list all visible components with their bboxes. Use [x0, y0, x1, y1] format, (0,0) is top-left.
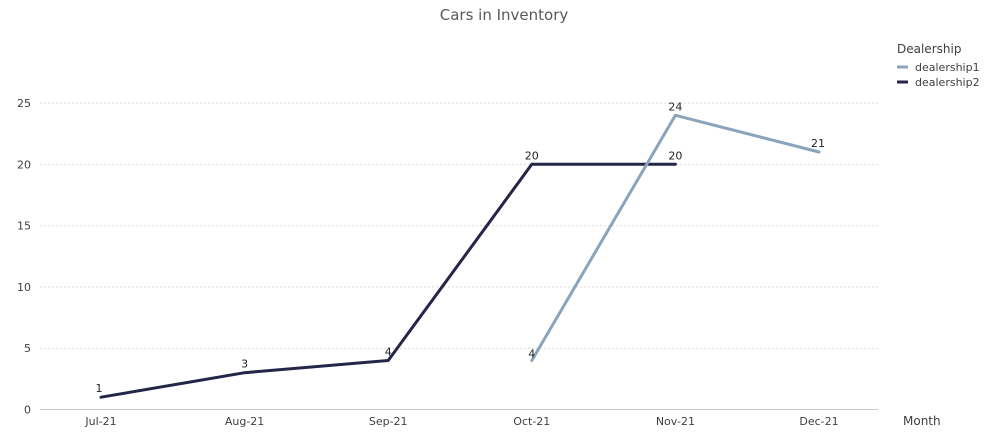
data-label: 3 [241, 358, 248, 371]
legend-label: dealership2 [915, 76, 980, 89]
legend-item-dealership1[interactable]: dealership1 [897, 61, 980, 74]
series-line-dealership1[interactable] [530, 113, 821, 362]
x-tick-label: Oct-21 [513, 415, 550, 428]
series-lines [99, 113, 821, 399]
legend-title: Dealership [897, 42, 961, 56]
x-tick-label: Aug-21 [225, 415, 264, 428]
x-tick-label: Sep-21 [369, 415, 408, 428]
y-tick-label: 25 [17, 97, 31, 110]
y-tick-label: 0 [24, 404, 31, 417]
legend-item-dealership2[interactable]: dealership2 [897, 76, 980, 89]
y-tick-label: 10 [17, 281, 31, 294]
data-label: 4 [528, 347, 535, 360]
data-label: 4 [385, 345, 392, 358]
series-line-dealership2[interactable] [99, 162, 677, 399]
data-labels: 4 24 21 1 3 4 20 20 [96, 100, 826, 395]
grid [40, 102, 878, 349]
x-tick-label: Dec-21 [799, 415, 838, 428]
legend[interactable]: Dealership dealership1 dealership2 [897, 42, 980, 89]
data-label: 24 [668, 100, 682, 113]
data-label: 20 [668, 149, 682, 162]
data-label: 20 [525, 149, 539, 162]
legend-label: dealership1 [915, 61, 980, 74]
x-tick-label: Nov-21 [656, 415, 695, 428]
legend-items: dealership1 dealership2 [897, 61, 980, 89]
x-tick-label: Jul-21 [84, 415, 116, 428]
data-label: 21 [811, 137, 825, 150]
data-label: 1 [96, 382, 103, 395]
axes: 0 5 10 15 20 25 Jul-21 Aug-21 Sep-21 Oct-21 Nov-21… [17, 97, 878, 428]
chart-title: Cars in Inventory [440, 6, 569, 24]
y-tick-label: 20 [17, 158, 31, 171]
y-tick-label: 15 [17, 220, 31, 233]
y-tick-label: 5 [24, 342, 31, 355]
x-axis-title: Month [903, 414, 941, 428]
